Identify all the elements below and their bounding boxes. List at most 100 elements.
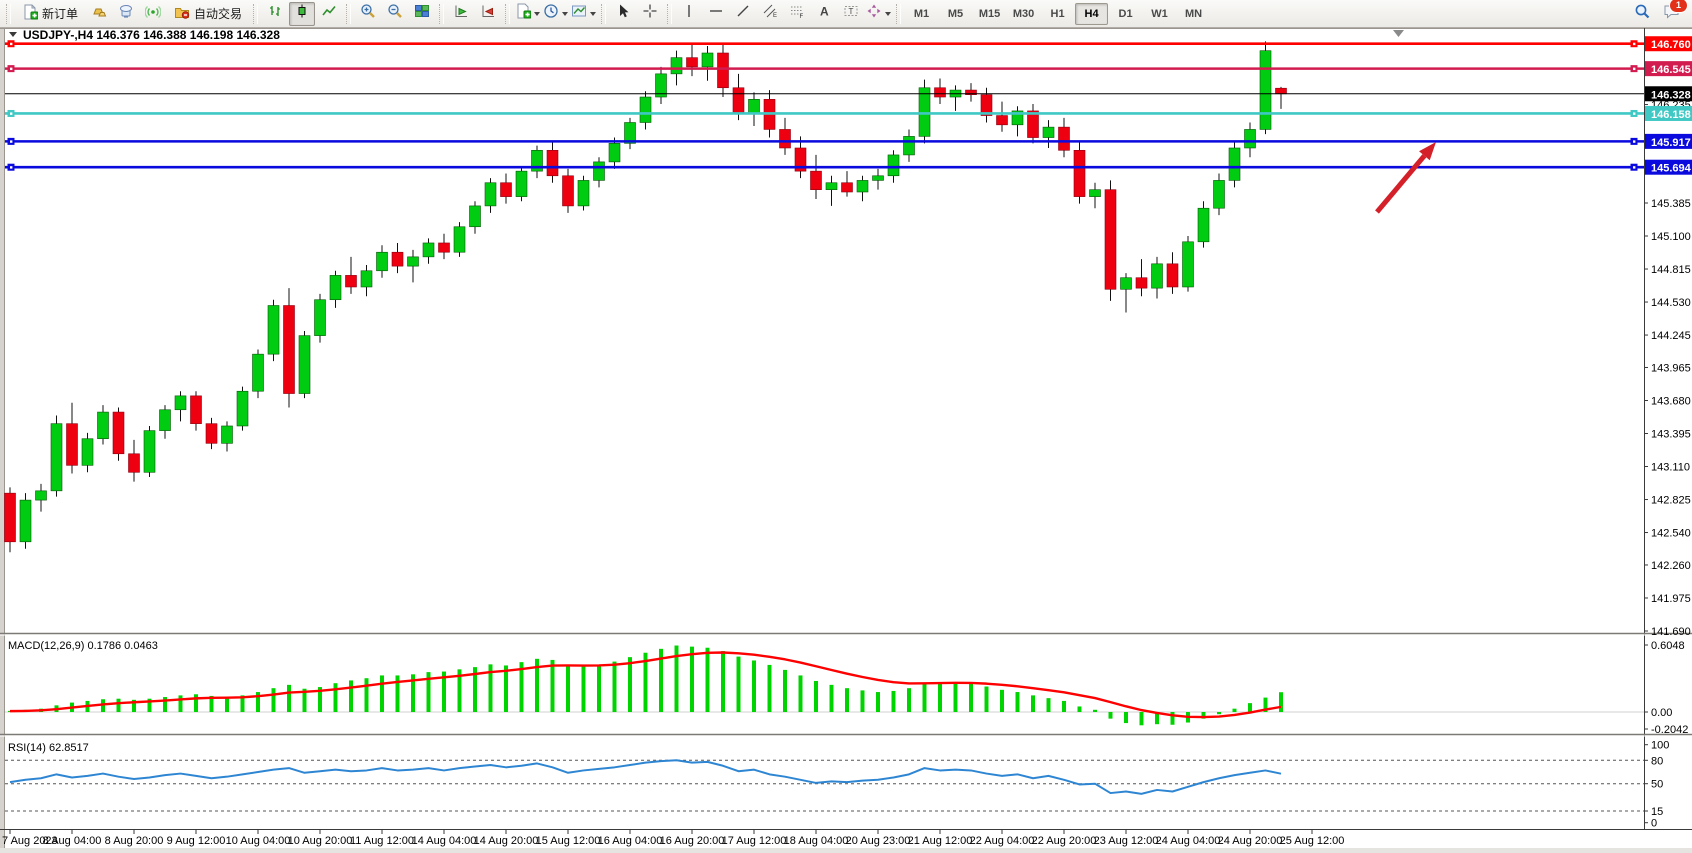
arrow-annotation[interactable] [1375, 142, 1436, 214]
crosshair-button[interactable] [637, 2, 663, 26]
timeframe-w1-button[interactable]: W1 [1151, 7, 1168, 20]
horizontal-line-icon [708, 3, 724, 24]
macd-panel: 0.6048 0.00 -0.2042 MACD(12,26,9) 0.1786 0.… [5, 640, 1688, 736]
svg-text:141.975: 141.975 [1651, 593, 1691, 605]
candlestick-series [4, 41, 1287, 553]
candlestick-mode-button[interactable] [289, 1, 316, 26]
svg-text:143.110: 143.110 [1651, 462, 1690, 474]
templates-button[interactable] [570, 2, 597, 26]
notifications-button[interactable]: 1 [1663, 0, 1688, 25]
svg-text:21 Aug 12:00: 21 Aug 12:00 [908, 835, 973, 847]
svg-text:142.825: 142.825 [1651, 495, 1691, 507]
svg-text:146.328: 146.328 [1651, 89, 1691, 101]
cloud-computer-icon [118, 3, 134, 24]
text-tool-button[interactable]: A [811, 2, 837, 26]
virtual-hosting-button[interactable] [113, 2, 139, 26]
new-order-icon [22, 4, 39, 23]
svg-text:MACD(12,26,9) 0.1786 0.0463: MACD(12,26,9) 0.1786 0.0463 [8, 640, 158, 652]
tile-windows-button[interactable] [409, 2, 435, 26]
svg-text:10 Aug 20:00: 10 Aug 20:00 [288, 835, 353, 847]
timeframe-m15-button[interactable]: M15 [978, 7, 1001, 20]
rsi-line [9, 759, 1282, 795]
zoom-in-button[interactable] [355, 2, 381, 26]
svg-text:24 Aug 20:00: 24 Aug 20:00 [1218, 835, 1283, 847]
arrows-tool-button[interactable] [865, 2, 892, 26]
timeframe-h1-button[interactable]: H1 [1050, 7, 1065, 20]
gold-ingot-icon [91, 3, 107, 24]
svg-text:146.760: 146.760 [1651, 39, 1691, 51]
timeframe-mn-button[interactable]: MN [1184, 7, 1203, 20]
cursor-icon [615, 3, 631, 24]
text-label-tool-button[interactable]: T [838, 2, 864, 26]
new-order-label: 新订单 [42, 7, 79, 21]
timeframe-group: M1 M5 M15 M30 H1 H4 D1 W1 MN [905, 2, 1210, 25]
svg-text:144.815: 144.815 [1651, 264, 1691, 276]
chart-shift-icon [480, 3, 496, 24]
svg-text:18 Aug 04:00: 18 Aug 04:00 [784, 835, 849, 847]
timeframe-m1-button[interactable]: M1 [913, 7, 930, 20]
svg-text:0: 0 [1651, 818, 1657, 830]
zoom-out-button[interactable] [382, 2, 408, 26]
timeframe-h4-button[interactable]: H4 [1075, 2, 1109, 25]
label-icon: T [843, 3, 859, 24]
svg-text:7 Aug 2023: 7 Aug 2023 [2, 835, 58, 847]
market-gold-button[interactable] [86, 2, 112, 26]
arrows-icon [866, 3, 882, 24]
svg-text:10 Aug 04:00: 10 Aug 04:00 [226, 835, 291, 847]
crosshair-icon [642, 3, 658, 24]
svg-text:16 Aug 04:00: 16 Aug 04:00 [598, 835, 663, 847]
svg-text:22 Aug 20:00: 22 Aug 20:00 [1032, 835, 1097, 847]
periods-button[interactable] [542, 2, 569, 26]
svg-text:144.530: 144.530 [1651, 297, 1691, 309]
svg-text:146.545: 146.545 [1651, 64, 1691, 76]
cursor-button[interactable] [610, 2, 636, 26]
timeframe-m5-button[interactable]: M5 [947, 7, 964, 20]
horizontal-line-objects[interactable] [5, 40, 1644, 171]
timeframe-d1-button[interactable]: D1 [1118, 7, 1133, 20]
new-order-button[interactable]: 新订单 [15, 2, 85, 26]
fibonacci-tool-button[interactable]: F [784, 2, 810, 26]
symbol-dropdown-icon [9, 32, 17, 37]
svg-text:8 Aug 20:00: 8 Aug 20:00 [105, 835, 164, 847]
bar-chart-mode-button[interactable] [262, 2, 288, 26]
vertical-line-tool-button[interactable] [676, 2, 702, 26]
rsi-panel: 100 80 50 150 RSI(14) 62.8517 [5, 740, 1669, 830]
svg-text:143.680: 143.680 [1651, 395, 1691, 407]
svg-text:15 Aug 12:00: 15 Aug 12:00 [536, 835, 601, 847]
svg-text:16 Aug 20:00: 16 Aug 20:00 [660, 835, 725, 847]
chevron-down-icon [885, 11, 892, 16]
chart-shift-marker[interactable] [1393, 30, 1404, 37]
svg-text:142.540: 142.540 [1651, 528, 1691, 540]
svg-text:141.690: 141.690 [1651, 626, 1691, 638]
search-button[interactable] [1629, 2, 1655, 26]
signal-icon [144, 3, 162, 24]
toolbar-separator [346, 3, 352, 24]
horizontal-line-tool-button[interactable] [703, 2, 729, 26]
equidistant-channel-tool-button[interactable]: E [757, 2, 783, 26]
svg-text:T: T [849, 7, 854, 16]
svg-text:9 Aug 12:00: 9 Aug 12:00 [167, 835, 226, 847]
chart-background [0, 27, 1692, 853]
autotrade-folder-icon [174, 4, 190, 23]
text-icon: A [816, 3, 832, 24]
indicators-icon [515, 3, 532, 24]
toolbar-separator [896, 3, 902, 24]
trendline-tool-button[interactable] [730, 2, 756, 26]
indicators-button[interactable] [514, 2, 541, 26]
svg-text:14 Aug 20:00: 14 Aug 20:00 [474, 835, 539, 847]
svg-text:50: 50 [1651, 779, 1663, 791]
chart-shift-button[interactable] [475, 2, 501, 26]
svg-text:11 Aug 12:00: 11 Aug 12:00 [350, 835, 414, 847]
auto-scroll-button[interactable] [448, 2, 474, 26]
svg-text:80: 80 [1651, 755, 1663, 767]
svg-text:8 Aug 04:00: 8 Aug 04:00 [43, 835, 102, 847]
svg-text:15: 15 [1651, 806, 1663, 818]
signals-button[interactable] [140, 2, 166, 26]
autotrading-button[interactable]: 自动交易 [167, 2, 249, 26]
notification-badge: 1 [1669, 0, 1688, 13]
timeframe-m30-button[interactable]: M30 [1012, 7, 1035, 20]
zoom-in-icon [360, 3, 376, 24]
line-chart-mode-button[interactable] [316, 2, 342, 26]
